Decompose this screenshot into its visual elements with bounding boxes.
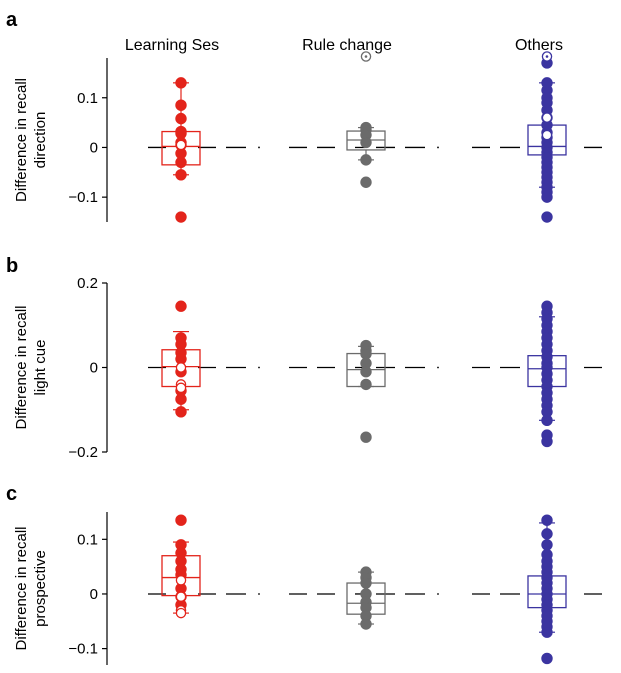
group-learning-ses bbox=[161, 77, 201, 223]
group-learning-ses bbox=[161, 300, 201, 418]
data-point-open bbox=[175, 382, 187, 394]
data-point bbox=[360, 154, 372, 166]
data-point bbox=[541, 191, 553, 203]
y-axis-label-line: Difference in recall bbox=[13, 78, 30, 202]
reference-dot bbox=[258, 366, 260, 369]
group-others bbox=[527, 300, 567, 448]
y-tick-label: 0 bbox=[90, 586, 98, 603]
data-point-open-center bbox=[545, 55, 549, 58]
data-point bbox=[175, 112, 187, 125]
y-tick-label: 0.1 bbox=[77, 90, 98, 107]
panel-label: b bbox=[6, 255, 18, 277]
data-point bbox=[175, 300, 187, 312]
column-headers: Learning Ses Rule change Others bbox=[125, 37, 563, 54]
data-point bbox=[360, 431, 372, 443]
y-tick-label: 0.2 bbox=[77, 275, 98, 292]
panel-b: b 0.2 0 −0.2 Difference in recall light cue bbox=[6, 255, 602, 461]
y-tick-label: 0 bbox=[90, 139, 98, 156]
data-point bbox=[360, 366, 372, 378]
data-point bbox=[541, 414, 553, 427]
y-axis-label: Difference in recall direction bbox=[13, 78, 49, 202]
data-point bbox=[541, 626, 553, 638]
y-axis-label: Difference in recall light cue bbox=[13, 306, 49, 430]
data-point bbox=[360, 618, 372, 630]
y-tick-label: 0.1 bbox=[77, 531, 98, 548]
y-tick-label: −0.1 bbox=[68, 641, 98, 658]
group-rule-change bbox=[346, 566, 386, 630]
y-axis-label-line: Difference in recall bbox=[13, 527, 30, 651]
panel-label: c bbox=[6, 483, 17, 505]
data-point bbox=[360, 136, 372, 149]
data-point bbox=[175, 514, 187, 526]
column-header-others: Others bbox=[515, 37, 563, 54]
data-point bbox=[175, 406, 187, 418]
data-point bbox=[360, 577, 372, 589]
y-axis-label-line: light cue bbox=[32, 340, 49, 396]
y-axis-label-line: Difference in recall bbox=[13, 306, 30, 430]
y-axis-label-line: prospective bbox=[32, 550, 49, 627]
data-point bbox=[541, 539, 553, 551]
data-point-open bbox=[175, 575, 187, 586]
data-point-open bbox=[175, 139, 187, 151]
y-tick-label: 0 bbox=[90, 360, 98, 377]
data-point bbox=[360, 378, 372, 391]
column-header-learning: Learning Ses bbox=[125, 37, 219, 54]
data-point-open-center bbox=[364, 55, 368, 58]
group-learning-ses bbox=[161, 514, 201, 619]
panel-c: c 0.1 0 −0.1 Difference in recall prospective bbox=[6, 483, 602, 665]
data-point bbox=[541, 652, 553, 665]
group-others bbox=[527, 51, 567, 223]
data-point-open bbox=[175, 362, 187, 373]
data-point bbox=[175, 393, 187, 405]
data-point bbox=[175, 77, 187, 89]
panel-a: a 0.1 0 −0.1 Difference in recall direction bbox=[6, 9, 602, 223]
reference-dot bbox=[437, 366, 439, 369]
y-axis-label-line: direction bbox=[32, 112, 49, 169]
data-point bbox=[541, 514, 553, 526]
data-point-open bbox=[541, 129, 553, 141]
data-point-open bbox=[175, 607, 187, 619]
y-tick-label: −0.2 bbox=[68, 444, 98, 461]
group-others bbox=[527, 514, 567, 665]
data-point bbox=[541, 435, 553, 448]
data-point bbox=[175, 99, 187, 111]
data-point-open bbox=[541, 112, 553, 123]
y-tick-label: −0.1 bbox=[68, 189, 98, 206]
data-point bbox=[541, 211, 553, 223]
panel-label: a bbox=[6, 9, 18, 31]
data-point bbox=[175, 211, 187, 223]
y-axis-label: Difference in recall prospective bbox=[13, 527, 49, 651]
reference-dot bbox=[258, 146, 260, 149]
reference-dot bbox=[437, 593, 439, 595]
reference-dot bbox=[258, 593, 260, 595]
data-point-open bbox=[175, 591, 187, 602]
column-header-rule-change: Rule change bbox=[302, 37, 392, 54]
data-point bbox=[175, 169, 187, 181]
data-point bbox=[541, 528, 553, 540]
group-rule-change bbox=[346, 339, 386, 443]
data-point bbox=[175, 156, 187, 169]
data-point bbox=[360, 176, 372, 188]
group-rule-change bbox=[346, 51, 386, 188]
reference-dot bbox=[437, 146, 439, 149]
